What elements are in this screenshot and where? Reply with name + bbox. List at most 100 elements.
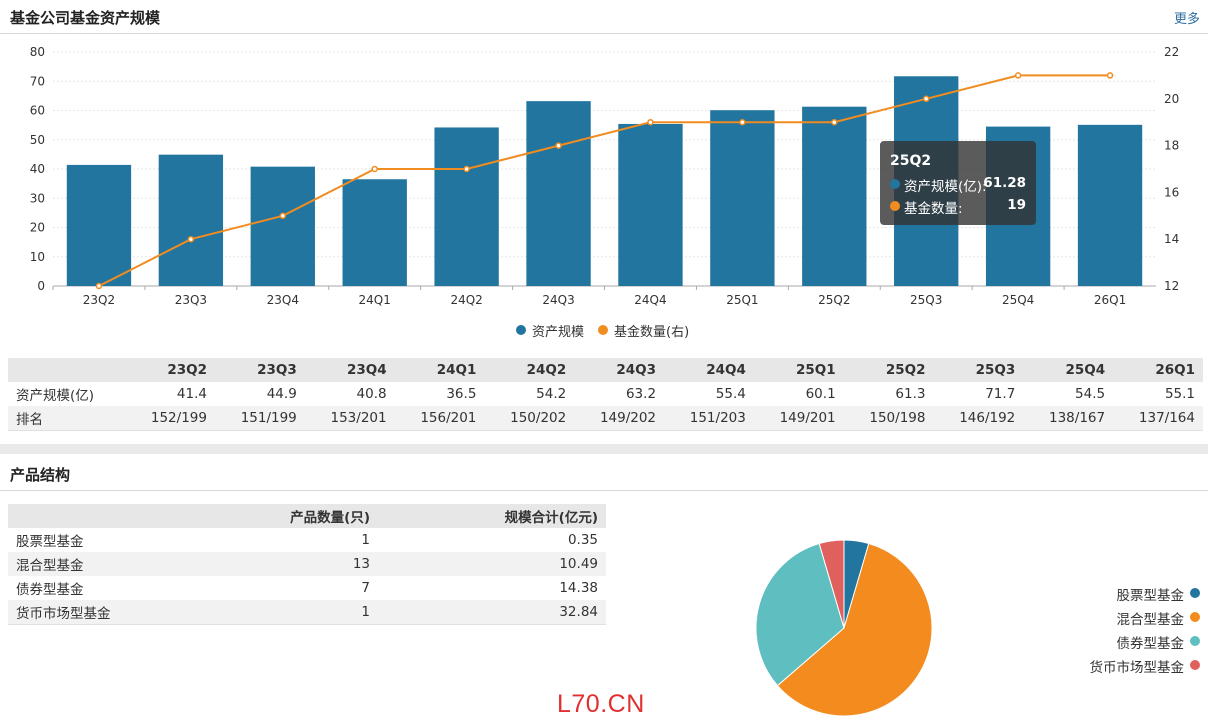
section-title-asset-scale: 基金公司基金资产规模 (10, 9, 161, 27)
table-cell: 156/201 (394, 406, 485, 430)
asset-scale-header: 基金公司基金资产规模 更多 (0, 0, 1208, 34)
tooltip-value-count: 19 (1007, 197, 1026, 213)
table-row: 混合型基金 13 10.49 (8, 552, 606, 576)
fund-scale: 0.35 (567, 532, 598, 548)
table-cell: 151/199 (214, 406, 305, 430)
point-fund-count-23Q3 (187, 235, 195, 243)
table-cell: 54.2 (484, 382, 575, 406)
pie-legend-label: 混合型基金 (1116, 612, 1185, 628)
legend-dot-fund-count (598, 325, 608, 335)
y-right-tick-label: 14 (1164, 232, 1179, 246)
x-tick-label: 24Q2 (450, 293, 482, 307)
product-structure-pie (755, 539, 933, 717)
tooltip-row-count: 基金数量: 19 (890, 197, 1030, 217)
point-fund-count-25Q2 (831, 118, 838, 126)
scale-col-header: 23Q4 (304, 358, 395, 382)
table-cell: 146/192 (933, 406, 1024, 430)
scale-col-header: 23Q2 (125, 358, 215, 382)
pie-legend-dot (1190, 588, 1200, 598)
section-title-product-structure: 产品结构 (10, 466, 71, 484)
table-cell: 149/201 (753, 406, 844, 430)
tooltip-dot-scale (890, 179, 900, 189)
tooltip-value-scale: 61.28 (983, 175, 1026, 191)
fund-type-name: 股票型基金 (16, 534, 84, 550)
pie-slice-混合型基金[interactable] (776, 542, 933, 717)
y-left-tick-label: 70 (30, 74, 45, 88)
table-cell: 151/203 (664, 406, 754, 430)
table-row: 债券型基金 7 14.38 (8, 576, 606, 600)
structure-col-header-count: 产品数量(只) (198, 504, 378, 528)
legend-label-asset-scale: 资产规模 (532, 325, 585, 340)
x-tick-label: 25Q2 (818, 293, 850, 307)
pie-legend-label: 股票型基金 (1116, 588, 1185, 604)
x-tick-label: 24Q3 (542, 293, 574, 307)
point-fund-count-23Q4 (279, 212, 287, 220)
tooltip-dot-count (890, 201, 900, 211)
y-left-tick-label: 10 (30, 250, 45, 264)
fund-type-name: 货币市场型基金 (8, 600, 198, 624)
fund-scale: 14.38 (559, 580, 598, 596)
more-link[interactable]: 更多 (1173, 12, 1200, 27)
point-fund-count-25Q3 (922, 95, 930, 103)
table-cell: 44.9 (214, 382, 305, 406)
point-fund-count-25Q4 (1014, 72, 1022, 79)
bar-asset-scale-26Q1 (1077, 124, 1143, 287)
bar-asset-scale-24Q1 (342, 179, 407, 286)
fund-count: 13 (198, 552, 378, 576)
watermark: L70.CN (557, 690, 645, 718)
table-cell: 41.4 (125, 382, 215, 406)
scale-col-header: 25Q3 (933, 358, 1024, 382)
tooltip-label-count: 基金数量: (904, 201, 963, 217)
legend-label-fund-count: 基金数量(右) (614, 325, 690, 340)
bar-asset-scale-23Q3 (158, 154, 224, 286)
scale-table-header-row: 23Q2 23Q3 23Q4 24Q1 24Q2 24Q3 24Q4 25Q1 … (8, 358, 1203, 382)
line-fund-count (98, 74, 1111, 287)
bar-asset-scale-23Q4 (250, 166, 315, 286)
pie-legend-label: 债券型基金 (1116, 636, 1185, 652)
x-tick-label: 23Q4 (267, 293, 299, 307)
x-tick-label: 23Q3 (175, 293, 207, 307)
bar-asset-scale-24Q2 (434, 127, 499, 286)
scale-col-header: 24Q3 (574, 358, 665, 382)
point-fund-count-23Q2 (95, 282, 103, 290)
scale-table-corner (8, 358, 126, 382)
x-tick-label: 26Q1 (1094, 293, 1126, 307)
table-row: 股票型基金 1 0.35 (8, 528, 606, 552)
x-tick-label: 24Q1 (359, 293, 391, 307)
x-tick-label: 23Q2 (83, 293, 115, 307)
pie-legend-dot (1190, 612, 1200, 622)
table-cell: 149/202 (574, 406, 665, 430)
x-tick-label: 24Q4 (634, 293, 666, 307)
table-cell: 40.8 (304, 382, 395, 406)
table-cell: 63.2 (574, 382, 665, 406)
pie-legend-label: 货币市场型基金 (1089, 660, 1185, 676)
y-right-tick-label: 16 (1164, 185, 1179, 199)
table-row-rank: 排名 152/199 151/199 153/201 156/201 150/2… (8, 406, 1203, 430)
scale-col-header: 24Q1 (394, 358, 485, 382)
row-label-rank: 排名 (8, 406, 126, 430)
table-cell: 60.1 (753, 382, 844, 406)
pie-legend-dot (1190, 660, 1200, 670)
row-label-asset-scale: 资产规模(亿) (8, 382, 126, 406)
scale-col-header: 24Q4 (664, 358, 754, 382)
legend-dot-asset-scale (516, 325, 526, 335)
table-row-asset-scale: 资产规模(亿) 41.4 44.9 40.8 36.5 54.2 63.2 55… (8, 382, 1203, 406)
point-fund-count-24Q4 (647, 118, 654, 126)
fund-scale: 10.49 (378, 552, 606, 576)
scale-col-header: 25Q4 (1023, 358, 1114, 382)
scale-col-header: 25Q2 (843, 358, 934, 382)
y-left-tick-label: 60 (30, 104, 45, 118)
structure-table-header-row: 产品数量(只) 规模合计(亿元) (8, 504, 606, 528)
pie-slice-债券型基金[interactable] (755, 542, 845, 687)
fund-count: 7 (361, 580, 370, 596)
product-structure-table: 产品数量(只) 规模合计(亿元) 股票型基金 1 0.35 混合型基金 13 1… (8, 504, 606, 625)
point-fund-count-24Q2 (463, 165, 470, 173)
tooltip-title: 25Q2 (890, 153, 932, 169)
fund-type-name: 债券型基金 (16, 582, 84, 598)
pie-legend-dot (1190, 636, 1200, 646)
y-left-tick-label: 50 (30, 133, 45, 147)
pie-slice-货币市场型基金[interactable] (818, 539, 845, 629)
point-fund-count-25Q1 (739, 118, 746, 126)
point-fund-count-24Q3 (555, 142, 562, 149)
table-cell: 54.5 (1023, 382, 1114, 406)
